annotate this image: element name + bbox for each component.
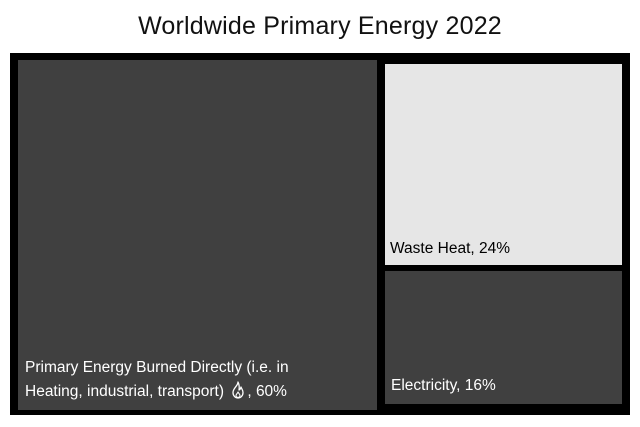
treemap-tile-electricity: Electricity, 16% (385, 271, 622, 404)
tile-label-waste-heat: Waste Heat, 24% (390, 237, 510, 261)
tile-value-text: , 60% (247, 383, 287, 400)
tile-value-text: , 16% (456, 377, 496, 394)
tile-label-electricity: Electricity, 16% (391, 374, 496, 398)
tile-value-text: , 24% (470, 240, 511, 257)
chart-title: Worldwide Primary Energy 2022 (138, 12, 502, 40)
fire-icon (230, 381, 246, 407)
treemap-tile-waste-heat: Waste Heat, 24% (385, 64, 622, 265)
tile-label-text: Primary Energy Burned Directly (i.e. in … (25, 359, 289, 400)
tile-label-text: Electricity (391, 377, 457, 394)
tile-label-burned-directly: Primary Energy Burned Directly (i.e. in … (25, 356, 345, 407)
treemap-tile-burned-directly: Primary Energy Burned Directly (i.e. in … (18, 60, 377, 410)
tile-label-text: Waste Heat (390, 240, 471, 257)
